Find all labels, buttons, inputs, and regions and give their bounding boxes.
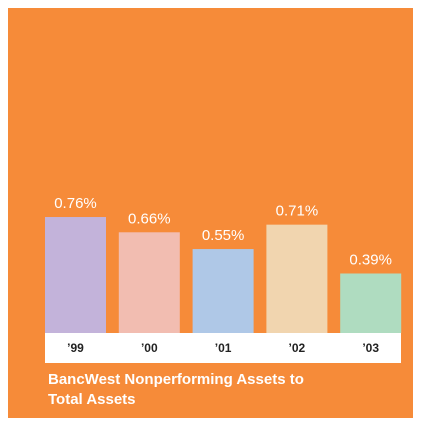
bar <box>340 273 402 333</box>
value-label: 0.76% <box>54 195 97 212</box>
value-label: 0.55% <box>202 227 245 244</box>
chart-title: BancWest Nonperforming Assets to Total A… <box>48 371 304 408</box>
x-tick-label: ’99 <box>67 341 84 355</box>
bar <box>192 249 254 333</box>
value-label: 0.71% <box>276 203 319 220</box>
x-tick-label: ’03 <box>362 341 379 355</box>
bar <box>45 217 106 333</box>
value-label: 0.39% <box>349 251 392 268</box>
bar <box>118 232 180 333</box>
x-tick-label: ’01 <box>215 341 232 355</box>
bar <box>266 224 328 333</box>
value-label: 0.66% <box>128 210 171 227</box>
x-tick-label: ’02 <box>289 341 306 355</box>
x-tick-label: ’00 <box>141 341 158 355</box>
category-strip <box>45 333 401 363</box>
